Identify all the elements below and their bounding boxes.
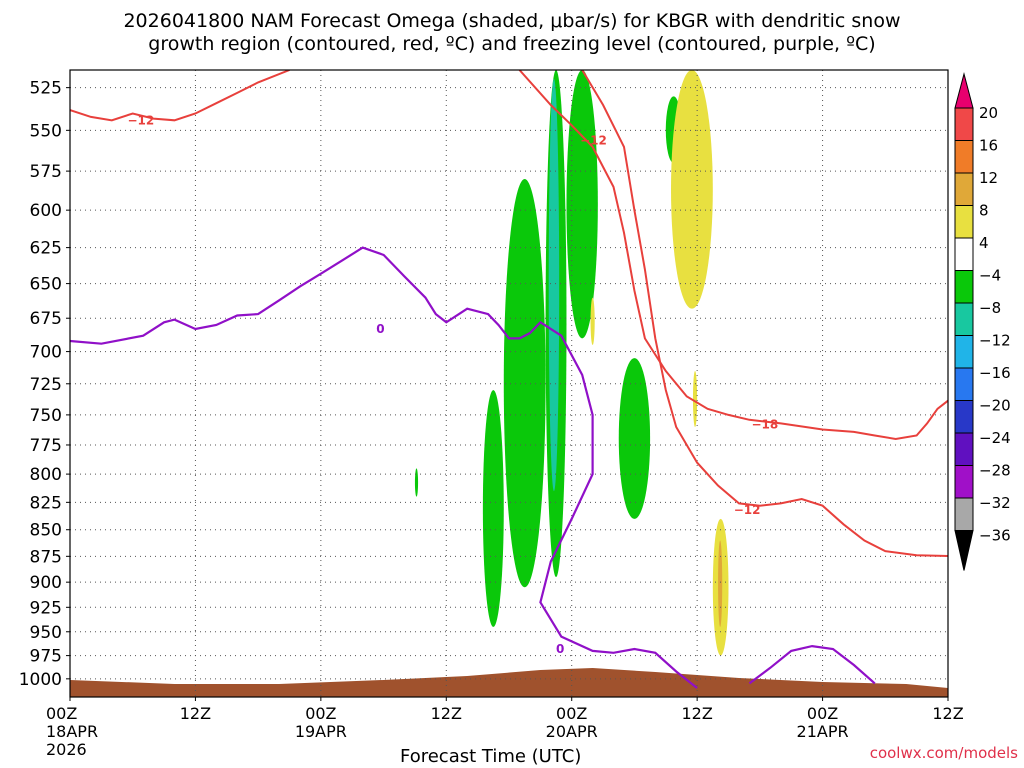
freezing-level-line	[70, 246, 698, 689]
y-tick-label: 700	[30, 343, 62, 363]
dgz-contour-2	[581, 70, 948, 558]
x-tick-date: 20APR	[546, 722, 598, 741]
colorbar-swatch	[954, 107, 974, 141]
y-tick-label: 875	[30, 547, 62, 567]
freezing-level-contour: 00	[70, 246, 876, 689]
x-tick-date: 19APR	[295, 722, 347, 741]
colorbar-swatch	[954, 270, 974, 304]
omega-shading	[414, 70, 729, 656]
colorbar-swatch	[954, 140, 974, 174]
x-tick-year: 2026	[46, 740, 87, 759]
omega-region-11	[590, 297, 595, 346]
colorbar-swatch	[954, 205, 974, 239]
y-tick-label: 850	[30, 521, 62, 541]
colorbar-swatch	[954, 465, 974, 499]
dgz-contour-label-0: −12	[127, 113, 154, 127]
omega-region-4	[618, 358, 651, 519]
omega-region-6	[414, 468, 419, 497]
colorbar-label: −32	[979, 494, 1011, 512]
y-tick-label: 650	[30, 275, 62, 295]
dgz-contour-label-2: −18	[751, 418, 778, 432]
freezing-level-line-2	[748, 644, 876, 685]
y-tick-label: 750	[30, 406, 62, 426]
colorbar-swatch	[954, 237, 974, 271]
colorbar-label: 12	[979, 169, 998, 187]
x-tick-label: 12Z	[932, 704, 963, 723]
colorbar-label: −36	[979, 527, 1011, 545]
y-tick-label: 550	[30, 121, 62, 141]
dgz-contour-0	[70, 70, 290, 122]
colorbar-label: 16	[979, 137, 998, 155]
colorbar-label: 20	[979, 104, 998, 122]
omega-region-7	[548, 78, 560, 492]
colorbar-swatch	[954, 497, 974, 531]
colorbar-label: −28	[979, 462, 1011, 480]
chart-title-line2: growth region (contoured, red, ºC) and f…	[148, 33, 876, 55]
terrain-shape	[70, 668, 948, 697]
y-tick-label: 925	[30, 598, 62, 618]
freezing-level-label-0: 0	[376, 322, 384, 336]
y-tick-label: 625	[30, 239, 62, 259]
omega-region-0	[482, 390, 504, 627]
colorbar-label: −16	[979, 364, 1011, 382]
colorbar-label: −24	[979, 429, 1011, 447]
omega-region-10	[692, 371, 698, 428]
omega-region-12	[718, 540, 723, 627]
x-tick-label: 00Z	[305, 704, 336, 723]
colorbar-swatch	[954, 335, 974, 369]
x-tick-label: 12Z	[180, 704, 211, 723]
colorbar-swatch	[954, 302, 974, 336]
colorbar-bottom-arrow	[954, 530, 974, 571]
omega-region-8	[671, 70, 713, 309]
y-tick-label: 975	[30, 647, 62, 667]
dgz-contour-label-3: −12	[734, 503, 761, 517]
colorbar-label: −12	[979, 332, 1011, 350]
y-tick-label: 575	[30, 162, 62, 182]
colorbar-label: −8	[979, 299, 1001, 317]
colorbar-label: −4	[979, 267, 1001, 285]
colorbar: 20 16 12 8 4 −4 −8 −12 −16 −20 −24 −28 −32 −36	[954, 72, 1011, 571]
y-tick-label: 950	[30, 623, 62, 643]
x-tick-date: 21APR	[797, 722, 849, 741]
colorbar-swatch	[954, 172, 974, 206]
credit-text: coolwx.com/models	[869, 744, 1018, 762]
dendritic-growth-contours: −12 −12 −18 −12	[70, 70, 948, 558]
y-tick-label: 1000	[19, 670, 62, 690]
x-tick-label: 00Z	[556, 704, 587, 723]
y-tick-label: 825	[30, 493, 62, 513]
x-tick-label: 12Z	[681, 704, 712, 723]
terrain-ground	[70, 668, 948, 697]
y-tick-label: 525	[30, 79, 62, 99]
colorbar-label: −20	[979, 397, 1011, 415]
y-tick-label: 775	[30, 436, 62, 456]
colorbar-label: 4	[979, 234, 989, 252]
chart-title-line1: 2026041800 NAM Forecast Omega (shaded, μ…	[123, 10, 901, 32]
colorbar-label: 8	[979, 202, 989, 220]
colorbar-swatch	[954, 400, 974, 434]
colorbar-swatch	[954, 432, 974, 466]
dgz-contour-1	[518, 70, 948, 441]
x-tick-label: 00Z	[46, 704, 77, 723]
y-tick-label: 900	[30, 573, 62, 593]
y-axis: 525 550 575 600 625 650 675 700 725 750 775 800 825 8…	[19, 79, 70, 690]
omega-region-3	[566, 70, 598, 339]
x-axis-label: Forecast Time (UTC)	[400, 746, 582, 767]
y-tick-label: 800	[30, 465, 62, 485]
x-tick-label: 00Z	[807, 704, 838, 723]
y-tick-label: 675	[30, 309, 62, 329]
dgz-contour-label-1: −12	[580, 133, 607, 147]
y-tick-label: 600	[30, 201, 62, 221]
freezing-level-label-1: 0	[556, 642, 564, 656]
y-tick-label: 725	[30, 375, 62, 395]
x-tick-date: 18APR	[46, 722, 98, 741]
x-tick-label: 12Z	[431, 704, 462, 723]
colorbar-swatch	[954, 367, 974, 401]
omega-region-1	[503, 179, 546, 588]
